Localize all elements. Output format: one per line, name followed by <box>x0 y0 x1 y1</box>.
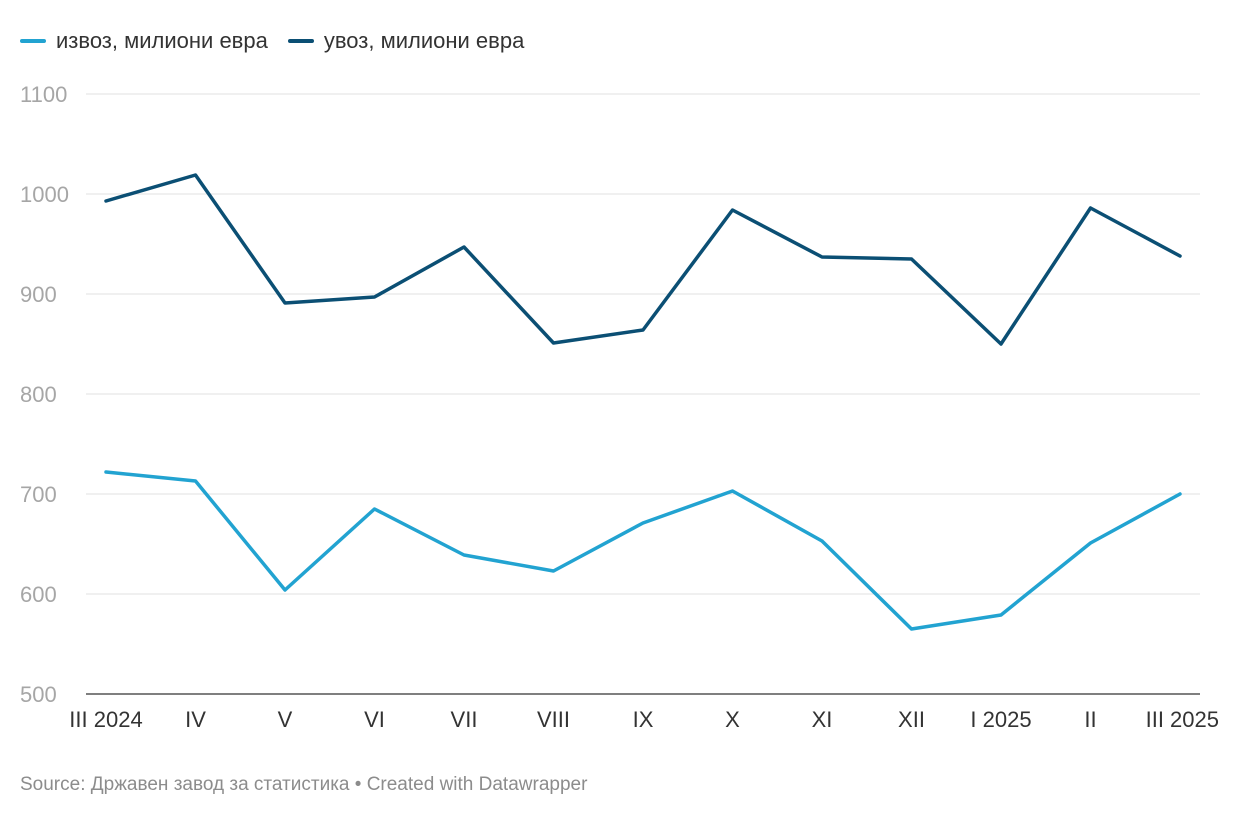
y-tick-label: 900 <box>20 282 57 307</box>
data-point-export <box>1089 541 1092 545</box>
data-point-import <box>910 257 913 261</box>
series-line-import <box>104 173 1182 346</box>
legend-item-export: извоз, милиони евра <box>20 28 268 54</box>
legend-item-import: увоз, милиони евра <box>287 28 525 54</box>
data-point-import <box>1089 206 1092 210</box>
data-point-export <box>731 489 734 493</box>
legend: извоз, милиони евра увоз, милиони евра <box>20 28 544 54</box>
x-tick-label: I 2025 <box>970 707 1031 732</box>
x-tick-label: XI <box>812 707 833 732</box>
data-point-import <box>552 341 555 345</box>
data-point-export <box>194 479 197 483</box>
data-point-import <box>731 208 734 212</box>
data-point-export <box>641 521 645 525</box>
x-tick-label: VII <box>451 707 478 732</box>
x-tick-label: III 2025 <box>1146 707 1219 732</box>
y-tick-label: 600 <box>20 582 57 607</box>
x-tick-label: V <box>278 707 293 732</box>
data-point-export <box>462 553 466 557</box>
data-point-import <box>283 301 287 305</box>
y-tick-label: 800 <box>20 382 57 407</box>
legend-swatch-export <box>20 39 46 43</box>
x-tick-label: VIII <box>537 707 570 732</box>
y-tick-label: 500 <box>20 682 57 707</box>
x-tick-label: IX <box>633 707 654 732</box>
data-point-export <box>104 470 108 474</box>
y-tick-label: 1000 <box>20 182 69 207</box>
data-point-export <box>999 613 1003 617</box>
x-tick-label: VI <box>364 707 385 732</box>
data-point-import <box>1178 254 1182 258</box>
data-point-import <box>641 328 645 332</box>
data-point-import <box>999 342 1003 346</box>
data-point-import <box>462 245 466 249</box>
data-point-import <box>194 173 197 177</box>
source-footer: Source: Државен завод за статистика • Cr… <box>20 774 588 795</box>
x-tick-label: IV <box>185 707 206 732</box>
data-point-export <box>552 569 555 573</box>
data-point-import <box>820 255 824 259</box>
x-tick-label: III 2024 <box>69 707 142 732</box>
data-point-export <box>820 539 824 543</box>
data-point-export <box>1178 492 1182 496</box>
data-point-import <box>373 295 376 299</box>
series-line-export <box>104 470 1182 631</box>
legend-swatch-import <box>287 39 314 43</box>
y-tick-label: 700 <box>20 482 57 507</box>
legend-label-export: извоз, милиони евра <box>56 28 268 53</box>
y-tick-label: 1100 <box>20 82 67 107</box>
line-chart: 500 600 700 800 900 1000 1100 III 2024 IV V VI VII V… <box>20 82 1219 732</box>
x-tick-label: XII <box>898 707 925 732</box>
data-point-import <box>104 199 108 203</box>
x-tick-label: II <box>1084 707 1096 732</box>
data-point-export <box>283 588 287 592</box>
x-tick-label: X <box>725 707 740 732</box>
data-point-export <box>910 627 913 631</box>
legend-label-import: увоз, милиони евра <box>323 28 525 53</box>
data-point-export <box>373 507 376 511</box>
